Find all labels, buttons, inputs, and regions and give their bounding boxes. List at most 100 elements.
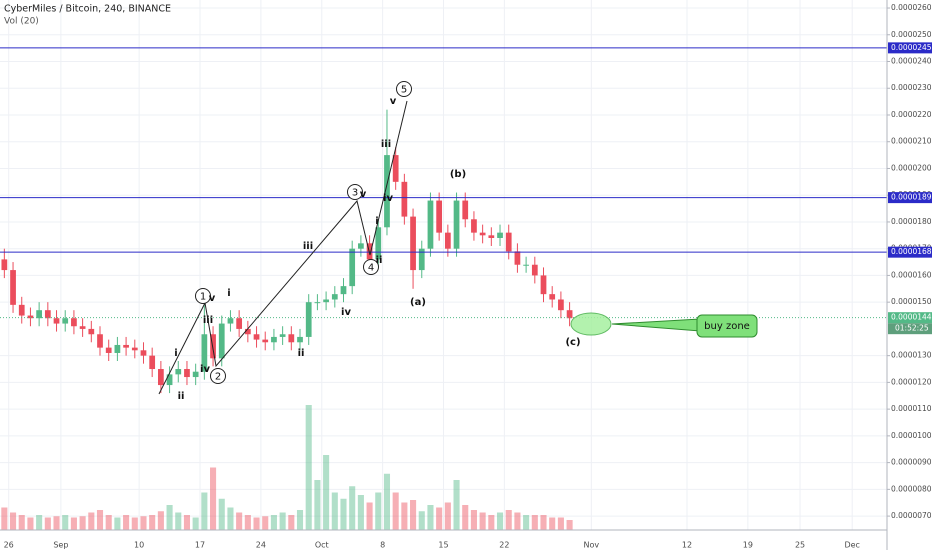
wave-line <box>158 100 408 395</box>
volume-bar <box>279 512 286 530</box>
wave-number: 1 <box>200 292 206 303</box>
volume-bar <box>105 515 112 530</box>
y-tick-label: 0.00002300 <box>891 83 932 92</box>
volume-bar <box>340 498 347 530</box>
candle-body <box>384 155 390 228</box>
volume-bar <box>392 492 399 530</box>
candle-body <box>175 369 182 375</box>
candle-body <box>227 318 234 324</box>
candle-body <box>262 339 269 343</box>
volume-bar <box>10 512 17 530</box>
candle-body <box>566 310 573 319</box>
candle-body <box>79 326 86 329</box>
volume-bar <box>123 515 130 530</box>
volume-bar <box>36 515 43 530</box>
candle-body <box>410 216 416 271</box>
wave-label: i <box>227 288 230 299</box>
candle-body <box>305 302 312 337</box>
level-label-box <box>888 246 932 258</box>
candle-body <box>62 318 69 324</box>
wave-number: 3 <box>352 188 358 199</box>
volume-bar <box>175 512 182 530</box>
y-tick-label: 0.00001100 <box>891 404 932 413</box>
wave-circle <box>396 81 412 97</box>
last-price-label: 0.00001442 <box>891 313 932 322</box>
volume-bar <box>410 500 417 530</box>
volume-bar <box>523 515 530 530</box>
volume-bar <box>566 520 573 530</box>
candle-body <box>271 336 277 343</box>
level-label: 0.00001891 <box>891 193 932 202</box>
wave-label: iii <box>303 241 313 252</box>
candle-body <box>479 232 486 236</box>
candle-body <box>218 323 225 359</box>
candle-body <box>114 344 121 353</box>
volume-bar <box>305 405 312 530</box>
countdown-box <box>888 323 932 335</box>
wave-label: i <box>174 348 177 359</box>
volume-bar <box>1 507 8 530</box>
volume-bar <box>427 505 434 530</box>
volume-bar <box>357 495 364 530</box>
volume-bar <box>27 517 34 530</box>
candle-body <box>340 286 347 295</box>
volume-bar <box>401 502 408 530</box>
volume-bar <box>462 505 469 530</box>
wave-circle <box>347 184 363 200</box>
candle-body <box>192 371 199 378</box>
y-tick-label: 0.00001000 <box>891 431 932 440</box>
wave-label: (a) <box>410 297 426 308</box>
candle-body <box>471 219 477 233</box>
y-tick-label: 0.00001500 <box>891 297 932 306</box>
countdown-label: 01:52:25 <box>895 324 929 333</box>
volume-bar <box>366 502 373 530</box>
volume-bar <box>549 517 556 530</box>
wave-label: (c) <box>565 337 580 348</box>
wave-circle <box>195 288 211 304</box>
candle-body <box>149 355 156 370</box>
volume-bar <box>210 467 217 530</box>
volume-bar <box>183 515 191 530</box>
volume-bar <box>192 517 199 530</box>
callout-box <box>696 314 758 338</box>
volume-bar <box>96 510 104 530</box>
candle-body <box>123 344 129 348</box>
wave-number: 2 <box>215 372 221 383</box>
volume-bar <box>236 512 243 530</box>
y-tick-label: 0.00002200 <box>891 110 932 119</box>
y-tick-label: 0.00001200 <box>891 377 932 386</box>
volume-bar <box>18 515 25 530</box>
y-tick-label: 0.00001800 <box>891 217 932 226</box>
candle-body <box>549 294 556 300</box>
wave-label: v <box>360 189 367 200</box>
candle-body <box>44 310 51 319</box>
candle-body <box>236 318 243 329</box>
x-tick-label: Oct <box>315 541 329 550</box>
volume-bar <box>62 515 69 530</box>
y-tick-label: 0.00002600 <box>891 3 932 12</box>
buy-zone <box>570 312 612 336</box>
x-tick-label: 26 <box>4 541 14 550</box>
wave-circle <box>210 368 226 384</box>
x-tick-label: 19 <box>743 541 753 550</box>
y-tick-label: 0.00000900 <box>891 458 932 467</box>
volume-bar <box>540 515 547 530</box>
volume-bar <box>149 515 156 530</box>
candle-body <box>558 299 564 311</box>
candle-body <box>375 227 382 260</box>
y-tick-label: 0.00000700 <box>891 511 932 520</box>
level-label-box <box>888 42 932 54</box>
volume-bar <box>296 510 304 530</box>
candle-body <box>244 328 251 335</box>
level-label: 0.00001687 <box>891 247 932 256</box>
x-tick-label: Sep <box>53 541 68 550</box>
candle-body <box>279 334 286 337</box>
last-price-box <box>888 312 932 324</box>
volume-bar <box>375 492 382 530</box>
wave-circle <box>363 259 379 275</box>
volume-bar <box>557 517 564 530</box>
volume-bar <box>131 517 138 530</box>
volume-bar <box>444 502 451 530</box>
candle-body <box>288 334 295 343</box>
